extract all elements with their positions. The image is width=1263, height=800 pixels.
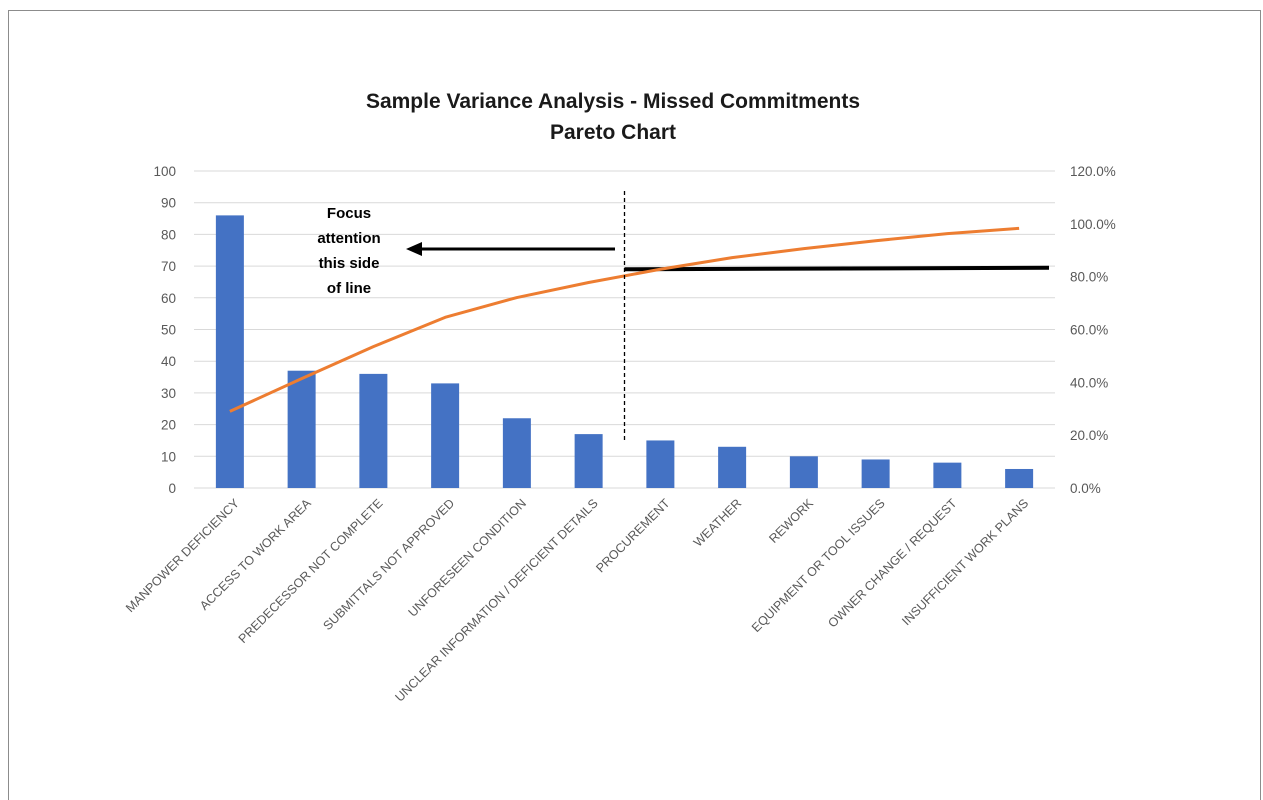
chart-frame xyxy=(8,10,1261,800)
y-tick-label: 30 xyxy=(161,386,176,401)
category-label: WEATHER xyxy=(691,496,744,549)
y-tick-label: 10 xyxy=(161,449,176,464)
cumulative-line-series xyxy=(229,191,1050,441)
annotation-line-3: this side xyxy=(319,255,380,272)
y2-tick-label: 120.0% xyxy=(1070,164,1116,179)
category-label: MANPOWER DEFICIENCY xyxy=(123,496,242,615)
bar xyxy=(789,456,818,488)
annotation-line-4: of line xyxy=(327,280,371,297)
bar xyxy=(933,462,962,488)
y-tick-label: 40 xyxy=(161,354,176,369)
y2-tick-label: 80.0% xyxy=(1070,270,1108,285)
category-label: PREDECESSOR NOT COMPLETE xyxy=(236,496,386,646)
y-tick-label: 0 xyxy=(168,481,176,496)
y-tick-label: 70 xyxy=(161,259,176,274)
category-label: EQUIPMENT OR TOOL ISSUES xyxy=(749,496,888,635)
category-label: REWORK xyxy=(766,496,816,546)
y2-tick-label: 0.0% xyxy=(1070,481,1101,496)
annotation-arrow-head xyxy=(406,242,422,256)
bar xyxy=(431,383,460,488)
y-axis-left: 0 10 20 30 40 50 60 70 80 90 100 xyxy=(153,164,176,496)
y2-tick-label: 40.0% xyxy=(1070,375,1108,390)
bar xyxy=(574,434,603,488)
bar xyxy=(718,446,747,488)
bar xyxy=(861,459,890,488)
chart-subtitle: Pareto Chart xyxy=(550,121,676,144)
chart-title: Sample Variance Analysis - Missed Commit… xyxy=(366,90,860,113)
y-tick-label: 20 xyxy=(161,418,176,433)
bar xyxy=(502,418,531,488)
gridlines xyxy=(194,170,1055,489)
bar xyxy=(646,440,675,488)
category-label: UNFORESEEN CONDITION xyxy=(406,496,529,619)
annotation-line-2: attention xyxy=(317,230,380,247)
bar xyxy=(215,215,244,488)
y2-tick-label: 100.0% xyxy=(1070,217,1116,232)
y-tick-label: 90 xyxy=(161,196,176,211)
bar xyxy=(287,370,316,488)
y-axis-right: 0.0% 20.0% 40.0% 60.0% 80.0% 100.0% 120.0% xyxy=(1070,164,1116,496)
bar xyxy=(359,373,388,488)
category-label: PROCUREMENT xyxy=(593,496,672,575)
y-tick-label: 50 xyxy=(161,323,176,338)
y2-tick-label: 20.0% xyxy=(1070,428,1108,443)
bar-series xyxy=(215,215,1034,488)
bar xyxy=(1005,468,1034,488)
y2-tick-label: 60.0% xyxy=(1070,323,1108,338)
category-label: SUBMITTALS NOT APPROVED xyxy=(320,496,457,633)
category-label: OWNER CHANGE / REQUEST xyxy=(825,496,959,630)
y-tick-label: 60 xyxy=(161,291,176,306)
annotation-group: Focus attention this side of line xyxy=(317,205,615,297)
category-label: INSUFFICIENT WORK PLANS xyxy=(899,496,1031,628)
y-tick-label: 100 xyxy=(153,164,176,179)
annotation-line-1: Focus xyxy=(327,205,371,222)
y-tick-label: 80 xyxy=(161,227,176,242)
threshold-line xyxy=(624,265,1050,272)
